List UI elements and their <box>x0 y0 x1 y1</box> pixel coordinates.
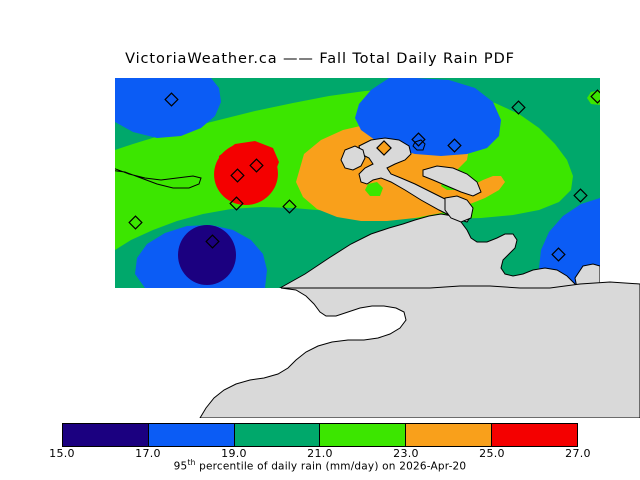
contour-band-15-17-navy-minimum <box>178 225 236 285</box>
contour-band-17-19-northwest <box>115 78 221 138</box>
colorbar-band-1[interactable] <box>148 424 235 446</box>
station-marker[interactable] <box>249 158 264 173</box>
station-marker[interactable] <box>573 188 588 203</box>
caption-prefix: 95 <box>173 460 188 473</box>
station-marker[interactable] <box>551 247 566 262</box>
colorbar-caption: 95th percentile of daily rain (mm/day) o… <box>0 458 640 473</box>
contour-band-17-19-northeast <box>355 78 501 156</box>
colorbar-tick-2: 19.0 <box>221 447 247 460</box>
station-marker-highlight[interactable] <box>376 140 392 156</box>
contour-map-svg <box>115 78 600 288</box>
colorbar-tick-6: 27.0 <box>565 447 591 460</box>
page-title: VictoriaWeather.ca —— Fall Total Daily R… <box>125 51 515 67</box>
station-marker[interactable] <box>230 168 245 183</box>
station-marker[interactable] <box>164 92 179 107</box>
station-marker[interactable] <box>590 89 600 104</box>
land-northeast-shore <box>422 165 482 197</box>
land-east-coast <box>444 195 474 223</box>
colorbar-tick-4: 23.0 <box>393 447 419 460</box>
contour-patch-21-23-inlet <box>365 182 383 196</box>
station-marker[interactable] <box>205 234 220 249</box>
colorbar-band-5[interactable] <box>492 424 577 446</box>
station-markers-group[interactable] <box>128 89 600 262</box>
land-south-mainland <box>278 213 580 288</box>
colorbar-tick-0: 15.0 <box>49 447 75 460</box>
station-marker[interactable] <box>411 132 426 147</box>
caption-suffix: percentile of daily rain (mm/day) on 202… <box>195 460 467 473</box>
contour-band-25-27-red-tail <box>219 141 279 192</box>
colorbar-band-4[interactable] <box>406 424 493 446</box>
station-marker[interactable] <box>128 215 143 230</box>
caption-ordinal-suffix: th <box>187 458 196 467</box>
colorbar-band-3[interactable] <box>320 424 407 446</box>
map-plot-area[interactable] <box>115 78 600 288</box>
island-northeast-tiny <box>412 139 426 151</box>
colorbar-container <box>62 423 578 447</box>
landmass-group <box>115 137 600 288</box>
colorbar-tick-labels: 15.0 17.0 19.0 21.0 23.0 25.0 27.0 <box>0 447 640 461</box>
station-marker[interactable] <box>282 199 297 214</box>
station-marker[interactable] <box>229 196 244 211</box>
colorbar-band-0[interactable] <box>63 424 149 446</box>
land-peninsula-hook <box>340 145 366 171</box>
colorbar-tick-3: 21.0 <box>307 447 333 460</box>
station-marker[interactable] <box>447 138 462 153</box>
contour-patch-21-23-east-edge <box>587 90 600 105</box>
colorbar-band-2[interactable] <box>234 424 321 446</box>
station-marker[interactable] <box>511 100 526 115</box>
colorbar[interactable] <box>62 423 578 447</box>
island-west-outline <box>115 168 202 189</box>
colorbar-tick-1: 17.0 <box>135 447 161 460</box>
colorbar-tick-5: 25.0 <box>479 447 505 460</box>
land-south-mainland-overflow <box>199 281 640 418</box>
